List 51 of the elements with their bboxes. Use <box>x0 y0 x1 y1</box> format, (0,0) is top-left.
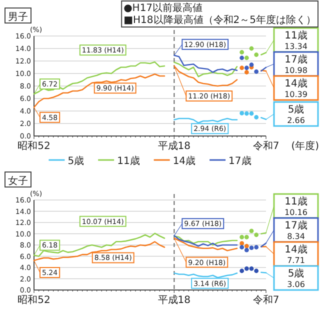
annotation: 11歳 10.16 <box>284 196 308 217</box>
point <box>240 66 244 70</box>
point <box>254 115 259 120</box>
point <box>254 69 259 74</box>
x-tick-label: 令和7 <box>252 294 280 306</box>
point <box>244 248 249 252</box>
annotation: 5歳 2.66 <box>287 104 305 125</box>
point <box>240 241 244 246</box>
point <box>254 268 259 274</box>
point <box>249 46 254 51</box>
chart-title: 女子 <box>8 175 28 187</box>
point <box>240 268 244 274</box>
x-tick-label: 令和7 <box>252 140 280 152</box>
point <box>249 228 254 234</box>
point <box>244 266 249 271</box>
point <box>249 111 254 116</box>
legend-label: 17歳 <box>228 155 252 167</box>
point <box>244 66 249 70</box>
legend-label: 5歳 <box>68 155 84 167</box>
point <box>254 52 259 57</box>
annotation: 14歳 7.71 <box>284 244 308 265</box>
point <box>244 70 249 74</box>
x-tick-label: 平成18 <box>158 294 191 306</box>
x-tick-label: 平成18 <box>158 140 191 152</box>
point <box>240 50 244 54</box>
annotation: 5歳 3.06 <box>287 268 305 289</box>
point <box>244 111 249 116</box>
text: ●H17以前最高値 <box>124 2 203 14</box>
x-tick-label: 昭和52 <box>18 140 50 152</box>
point <box>249 62 254 67</box>
legend-label: 11歳 <box>117 155 140 167</box>
point <box>240 245 244 250</box>
text: ■H18以降最高値（令和2～5年度は除く） <box>124 14 316 26</box>
point <box>244 244 249 248</box>
legend-label: 14歳 <box>172 155 196 167</box>
x-tick-label: 昭和52 <box>18 294 50 306</box>
point <box>244 234 249 240</box>
point <box>254 245 259 250</box>
chart-title: 男子 <box>8 12 28 23</box>
point <box>240 110 244 116</box>
point <box>249 246 254 250</box>
point <box>240 56 244 60</box>
point <box>240 234 244 240</box>
point <box>249 266 254 271</box>
annotation: 17歳 10.98 <box>284 54 308 75</box>
x-axis-title: (年度) <box>291 140 320 152</box>
annotation: 11歳 13.34 <box>284 30 308 51</box>
annotation: 14歳 10.39 <box>284 78 308 99</box>
point <box>244 56 249 60</box>
point <box>254 232 259 238</box>
annotation: 17歳 8.34 <box>284 220 308 241</box>
